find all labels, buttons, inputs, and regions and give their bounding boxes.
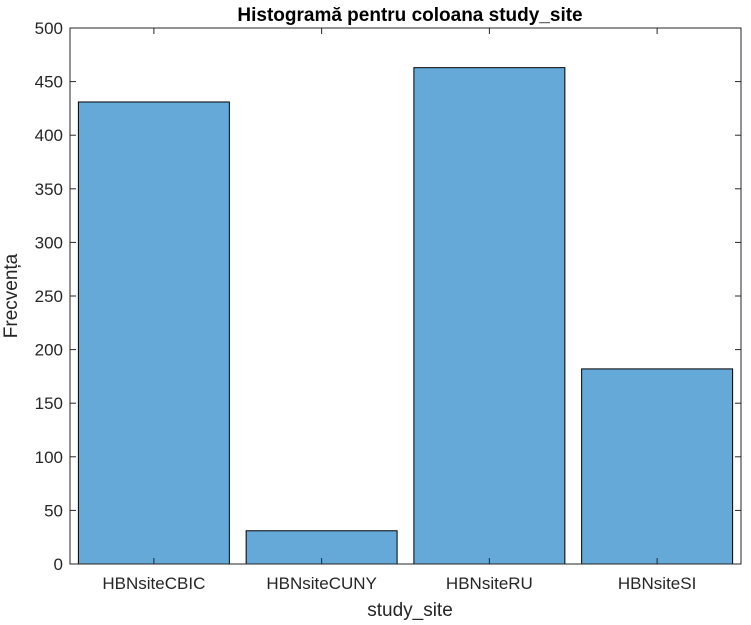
- bars-group: [77, 67, 734, 565]
- y-tick-label: 50: [44, 501, 63, 520]
- chart-title: Histogramă pentru coloana study_site: [237, 5, 582, 26]
- y-tick-label: 150: [35, 394, 63, 413]
- y-tick-label: 450: [35, 73, 63, 92]
- y-tick-label: 500: [35, 19, 63, 38]
- bar-HBNsiteSI: [581, 368, 734, 565]
- x-tick-label: HBNsiteCBIC: [102, 574, 205, 593]
- bar-HBNsiteCBIC: [77, 101, 230, 565]
- x-axis-label: study_site: [367, 600, 453, 621]
- y-axis: 0 50 100 150 200 250 300 350 400 450 500: [35, 19, 741, 574]
- x-tick-label: HBNsiteSI: [618, 574, 696, 593]
- bar-HBNsiteRU: [413, 67, 566, 565]
- y-tick-label: 0: [54, 555, 63, 574]
- y-tick-label: 100: [35, 448, 63, 467]
- y-tick-label: 300: [35, 233, 63, 252]
- y-tick-label: 250: [35, 287, 63, 306]
- x-tick-label: HBNsiteRU: [446, 574, 533, 593]
- y-axis-label: Frecvența: [1, 253, 22, 338]
- y-tick-label: 350: [35, 180, 63, 199]
- y-tick-label: 400: [35, 126, 63, 145]
- x-tick-label: HBNsiteCUNY: [266, 574, 377, 593]
- y-tick-label: 200: [35, 341, 63, 360]
- x-axis: HBNsiteCBIC HBNsiteCUNY HBNsiteRU HBNsiteSI: [102, 28, 696, 593]
